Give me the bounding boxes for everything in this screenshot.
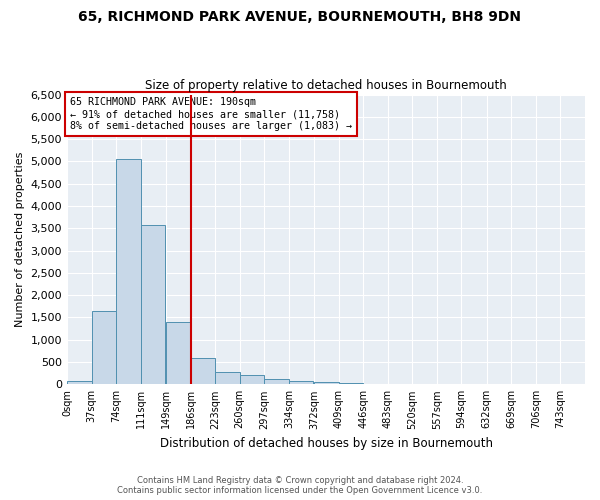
Bar — [215, 372, 239, 384]
Bar — [314, 382, 338, 384]
Title: Size of property relative to detached houses in Bournemouth: Size of property relative to detached ho… — [145, 79, 507, 92]
Text: 65, RICHMOND PARK AVENUE, BOURNEMOUTH, BH8 9DN: 65, RICHMOND PARK AVENUE, BOURNEMOUTH, B… — [79, 10, 521, 24]
Bar — [239, 376, 264, 384]
Bar — [92, 311, 116, 384]
Bar — [191, 358, 215, 384]
Bar — [67, 381, 92, 384]
Y-axis label: Number of detached properties: Number of detached properties — [15, 152, 25, 327]
X-axis label: Distribution of detached houses by size in Bournemouth: Distribution of detached houses by size … — [160, 437, 493, 450]
Bar — [116, 159, 141, 384]
Bar — [264, 379, 289, 384]
Bar — [141, 224, 166, 384]
Bar — [166, 322, 191, 384]
Bar — [338, 382, 363, 384]
Text: 65 RICHMOND PARK AVENUE: 190sqm
← 91% of detached houses are smaller (11,758)
8%: 65 RICHMOND PARK AVENUE: 190sqm ← 91% of… — [70, 98, 352, 130]
Text: Contains HM Land Registry data © Crown copyright and database right 2024.
Contai: Contains HM Land Registry data © Crown c… — [118, 476, 482, 495]
Bar — [289, 381, 313, 384]
